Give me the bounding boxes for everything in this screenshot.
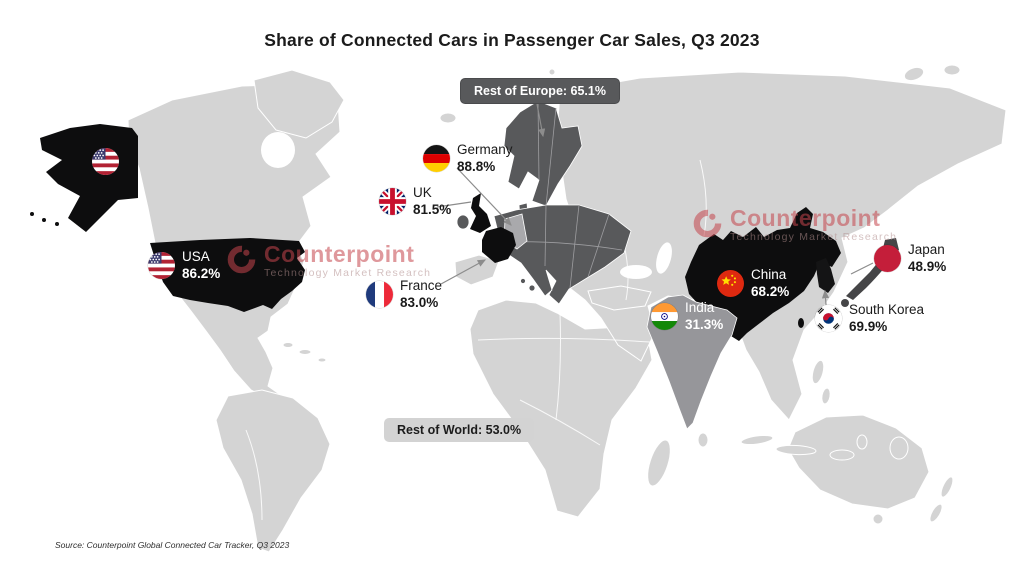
france-flag-icon <box>366 280 393 308</box>
map-region-caribbean-1 <box>282 342 294 348</box>
uk-label: UK 81.5% <box>379 184 451 218</box>
map-region-aleutians <box>30 212 59 226</box>
rest-of-world-callout: Rest of World: 53.0% <box>384 418 535 442</box>
leader-rest-of-europe <box>536 103 546 138</box>
map-region-sicily <box>528 284 536 292</box>
leader-south-korea <box>821 289 830 306</box>
usa-flag-icon <box>148 251 175 279</box>
map-region-ireland <box>456 214 470 230</box>
france-label: France 83.0% <box>366 277 442 311</box>
china-flag-icon <box>717 269 744 297</box>
japan-label: Japan 48.9% <box>874 241 946 275</box>
map-region-svalbard <box>548 68 556 76</box>
country-value: 81.5% <box>413 202 452 217</box>
map-region-korea <box>816 258 835 293</box>
country-name: India <box>685 300 715 315</box>
map-region-china <box>685 207 841 341</box>
map-region-philippines <box>811 359 825 385</box>
leader-japan <box>850 262 874 275</box>
map-region-greenland <box>253 69 345 139</box>
map-region-sardinia <box>520 278 526 284</box>
japan-flag-icon <box>874 244 901 272</box>
map-region-usa <box>150 238 305 312</box>
country-name: Japan <box>908 242 945 257</box>
country-name: South Korea <box>849 302 925 317</box>
country-name: UK <box>413 185 432 200</box>
map-region-alaska <box>40 124 138 232</box>
country-value: 68.2% <box>751 284 790 299</box>
map-region-arctic-island <box>903 66 925 82</box>
map-region-australia <box>787 414 930 510</box>
south-korea-label: South Korea 69.9% <box>815 301 924 335</box>
map-region-caribbean-2 <box>298 349 312 355</box>
map-region-philippines-south <box>821 387 831 405</box>
country-value: 86.2% <box>182 266 221 281</box>
map-region-iberia <box>454 254 500 286</box>
map-inland-seas <box>261 132 672 279</box>
country-name: USA <box>182 249 210 264</box>
map-region-new-guinea <box>889 436 909 460</box>
map-borders-europe <box>499 100 623 289</box>
leader-france <box>440 259 487 285</box>
usa-label: USA 86.2% <box>148 248 220 282</box>
map-region-sri-lanka <box>697 432 709 448</box>
map-region-turkey <box>587 285 652 311</box>
map-region-scandinavia <box>503 100 583 207</box>
map-region-lesser-sunda <box>829 449 855 461</box>
map-region-sumatra <box>740 434 774 446</box>
germany-label: Germany 88.8% <box>423 141 513 175</box>
map-region-new-zealand-south <box>929 503 943 523</box>
map-region-uk <box>470 193 491 233</box>
map-region-south-america <box>215 389 331 553</box>
germany-flag-icon <box>423 144 450 172</box>
page-title: Share of Connected Cars in Passenger Car… <box>264 30 760 50</box>
map-region-caribbean-3 <box>317 357 327 363</box>
country-name: Germany <box>457 142 513 157</box>
india-flag-icon <box>651 302 678 330</box>
map-region-arctic-island-2 <box>943 64 961 76</box>
leader-germany <box>456 167 512 226</box>
map-region-new-zealand-north <box>940 476 954 498</box>
map-region-france <box>482 227 516 263</box>
map-region-madagascar <box>647 439 671 487</box>
map-region-africa <box>469 299 653 518</box>
south-korea-flag-icon <box>815 304 842 332</box>
country-value: 69.9% <box>849 319 888 334</box>
india-label: India 31.3% <box>651 299 723 333</box>
leader-lines <box>436 103 874 306</box>
map-region-europe-dark <box>456 100 632 305</box>
map-region-tasmania <box>872 513 884 525</box>
map-region-iceland <box>439 112 457 124</box>
map-region-java <box>775 444 817 456</box>
map-region-europe-mainland <box>493 204 632 305</box>
china-label: China 68.2% <box>717 266 789 300</box>
country-name: China <box>751 267 787 282</box>
country-value: 31.3% <box>685 317 724 332</box>
usa-flag-icon-alaska <box>92 148 119 175</box>
country-value: 88.8% <box>457 159 496 174</box>
map-region-sulawesi <box>856 434 868 450</box>
country-value: 48.9% <box>908 259 947 274</box>
rest-of-europe-callout: Rest of Europe: 65.1% <box>460 78 620 104</box>
country-name: France <box>400 278 443 293</box>
source-note: Source: Counterpoint Global Connected Ca… <box>55 540 290 550</box>
country-value: 83.0% <box>400 295 439 310</box>
uk-flag-icon <box>379 187 406 215</box>
leader-uk <box>436 201 472 208</box>
map-region-taiwan <box>798 318 804 328</box>
